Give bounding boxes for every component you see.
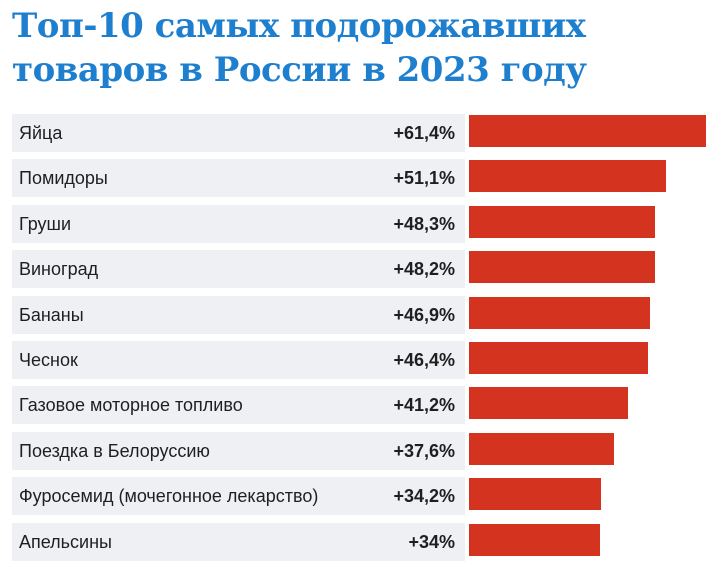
- bar: [469, 478, 601, 510]
- bar: [469, 115, 706, 147]
- row-background: [12, 159, 465, 197]
- category-label: Бананы: [19, 305, 84, 325]
- category-label: Фуросемид (мочегонное лекарство): [19, 486, 319, 506]
- bar: [469, 342, 648, 374]
- category-label: Газовое моторное топливо: [19, 395, 243, 415]
- category-label: Апельсины: [19, 532, 112, 552]
- category-label: Помидоры: [19, 168, 108, 188]
- bar: [469, 206, 655, 238]
- bar: [469, 160, 666, 192]
- row-background: [12, 477, 465, 515]
- value-label: +34%: [408, 532, 455, 552]
- bar: [469, 297, 650, 329]
- category-label: Груши: [19, 214, 72, 234]
- value-label: +51,1%: [393, 168, 455, 188]
- chart-title: Топ-10 самых подорожавших товаров в Росс…: [12, 6, 587, 90]
- row-background: [12, 205, 465, 243]
- category-label: Яйца: [19, 123, 63, 143]
- category-label: Поездка в Белоруссию: [19, 441, 210, 461]
- row-background: [12, 386, 465, 424]
- row-background: [12, 296, 465, 334]
- value-label: +34,2%: [393, 486, 455, 506]
- category-label: Виноград: [19, 259, 99, 279]
- bar: [469, 387, 628, 419]
- bar: [469, 433, 614, 465]
- value-label: +37,6%: [393, 441, 455, 461]
- row-background: [12, 432, 465, 470]
- category-label: Чеснок: [19, 350, 78, 370]
- bar: [469, 251, 655, 283]
- row-background: [12, 114, 465, 152]
- row-background: [12, 341, 465, 379]
- value-label: +46,4%: [393, 350, 455, 370]
- bar: [469, 524, 600, 556]
- row-background: [12, 250, 465, 288]
- value-label: +61,4%: [393, 123, 455, 143]
- value-label: +46,9%: [393, 305, 455, 325]
- value-label: +48,3%: [393, 214, 455, 234]
- value-label: +48,2%: [393, 259, 455, 279]
- row-background: [12, 523, 465, 561]
- value-label: +41,2%: [393, 395, 455, 415]
